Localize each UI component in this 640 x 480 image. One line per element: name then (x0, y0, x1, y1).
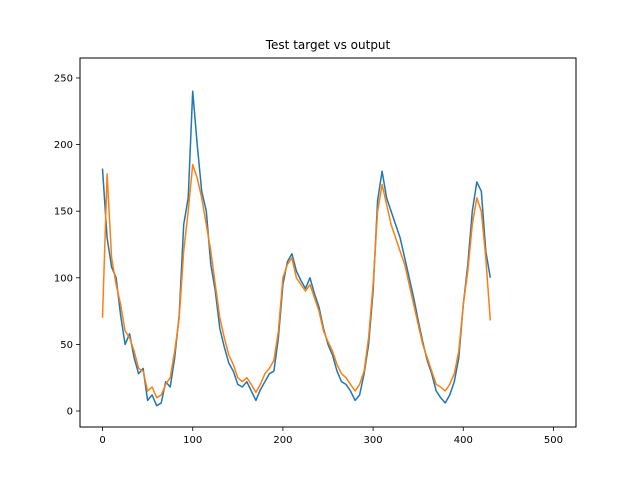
series-line-2 (101, 163, 492, 399)
x-tick-label: 500 (544, 435, 563, 446)
y-tick-label: 0 (67, 407, 73, 418)
chart-title: Test target vs output (265, 38, 391, 52)
y-tick-label: 250 (54, 73, 73, 84)
y-tick-label: 200 (54, 140, 73, 151)
plot-area-frame (79, 57, 577, 428)
x-tick-label: 100 (183, 435, 202, 446)
x-axis: 0 100 200 300 400 500 (99, 427, 563, 446)
series-line-1 (101, 90, 492, 407)
x-tick-label: 400 (454, 435, 473, 446)
x-tick-label: 300 (364, 435, 383, 446)
y-tick-label: 50 (60, 340, 73, 351)
x-tick-label: 200 (273, 435, 292, 446)
y-tick-label: 150 (54, 207, 73, 218)
x-tick-label: 0 (99, 435, 105, 446)
y-tick-label: 100 (54, 273, 73, 284)
series-layer (101, 90, 492, 407)
y-axis: 0 50 100 150 200 250 (54, 73, 80, 418)
